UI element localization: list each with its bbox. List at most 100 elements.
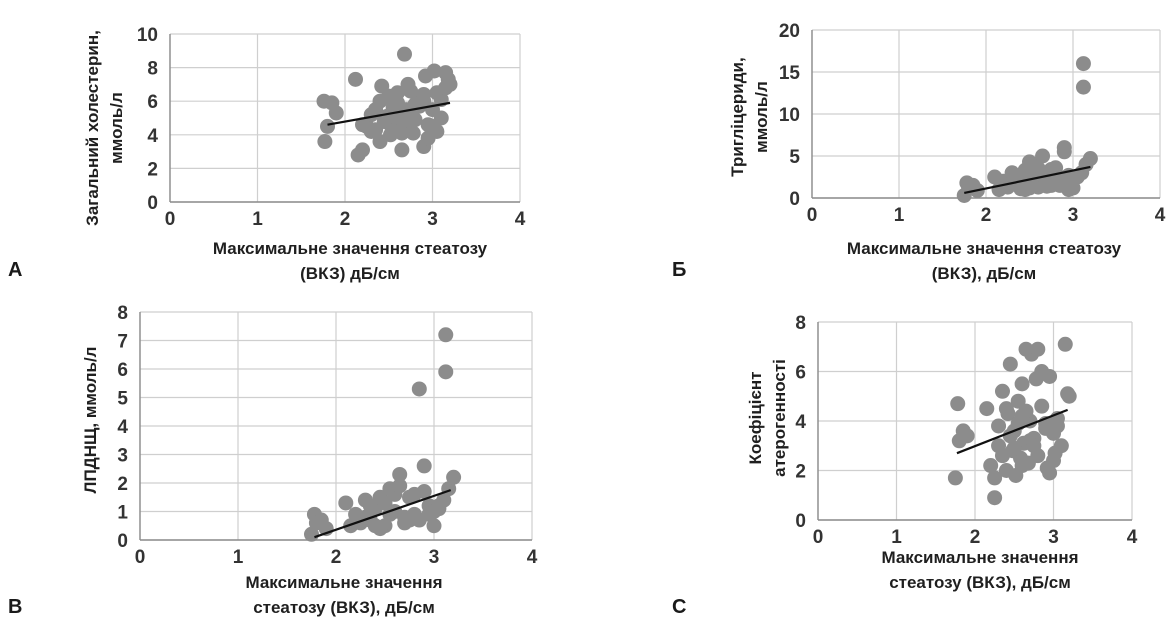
data-point (1002, 428, 1018, 444)
data-point (1042, 465, 1058, 481)
y-tick-label: 7 (117, 332, 128, 353)
y-tick-label: 4 (147, 126, 158, 147)
y-axis-title: ммоль/л (107, 92, 126, 164)
data-point (394, 125, 410, 141)
x-tick-label: 2 (331, 547, 342, 568)
trendline (314, 489, 452, 539)
data-point (320, 118, 335, 134)
x-axis-title: Максимальне значення стеатозу (213, 239, 488, 258)
data-point (1061, 388, 1077, 404)
y-tick-label: 8 (117, 303, 128, 324)
data-point (1053, 438, 1069, 454)
x-tick-label: 4 (527, 547, 538, 568)
y-tick-label: 20 (779, 21, 800, 42)
x-tick-label: 1 (891, 527, 902, 548)
y-tick-label: 0 (795, 511, 806, 532)
data-point (420, 130, 436, 146)
data-point (1030, 341, 1046, 357)
x-axis-title: стеатозу (ВКЗ), дБ/см (253, 598, 435, 617)
data-point (426, 63, 442, 79)
data-point (416, 93, 432, 109)
y-axis-title: Загальний холестерин, (83, 30, 102, 226)
y-axis-title: атерогенності (770, 359, 789, 477)
y-tick-label: 15 (779, 63, 801, 84)
x-tick-label: 1 (233, 547, 244, 568)
data-point (1034, 398, 1050, 414)
y-tick-label: 6 (795, 363, 806, 384)
data-point (338, 495, 354, 511)
data-point (1075, 56, 1091, 72)
data-point (416, 458, 432, 474)
x-tick-label: 0 (165, 209, 176, 230)
data-point (1038, 420, 1054, 436)
y-tick-label: 6 (147, 92, 158, 113)
data-point (316, 93, 332, 109)
data-point (987, 490, 1003, 506)
data-point (392, 466, 408, 482)
data-point (959, 428, 975, 444)
data-point (1035, 148, 1051, 164)
data-point (438, 327, 454, 343)
data-point (446, 469, 462, 485)
data-point (397, 46, 412, 62)
x-tick-label: 3 (427, 209, 438, 230)
y-tick-label: 8 (147, 59, 158, 80)
data-point (376, 113, 392, 129)
panel-label: Б (672, 259, 686, 281)
x-tick-label: 4 (1155, 205, 1166, 226)
data-point (372, 521, 388, 537)
x-tick-label: 2 (981, 205, 992, 226)
data-point (950, 396, 966, 412)
x-tick-label: 3 (1068, 205, 1079, 226)
data-point (1057, 336, 1073, 352)
x-axis-title: Максимальне значення (881, 548, 1078, 567)
data-point (1042, 368, 1058, 384)
y-tick-label: 2 (117, 474, 128, 495)
y-tick-label: 10 (137, 25, 158, 46)
data-point (1006, 440, 1022, 456)
x-axis-title: стеатозу (ВКЗ), дБ/см (889, 573, 1071, 592)
y-tick-label: 0 (117, 531, 128, 552)
trendline (327, 101, 451, 126)
data-point (1049, 418, 1065, 434)
data-point (348, 71, 363, 87)
x-tick-label: 0 (135, 547, 146, 568)
data-point (1002, 356, 1018, 372)
data-point (394, 142, 410, 158)
data-point (1014, 376, 1030, 392)
panel-label: А (8, 259, 22, 281)
data-point (994, 383, 1010, 399)
data-point (405, 125, 421, 141)
x-tick-label: 1 (894, 205, 905, 226)
data-point (328, 105, 344, 121)
y-axis-title: ммоль/л (752, 81, 771, 153)
data-point (983, 458, 999, 474)
data-point (994, 448, 1010, 464)
chart-panel-4: 0 2 4 6 8 0 1 2 3 4 Коефіцієнт атерогенності Максима… (672, 313, 1138, 618)
data-point (1026, 438, 1042, 454)
x-tick-label: 0 (813, 527, 824, 548)
data-point (991, 418, 1007, 434)
y-tick-label: 5 (117, 389, 128, 410)
x-tick-label: 4 (515, 209, 526, 230)
data-point (1061, 182, 1077, 198)
y-axis-title: ЛПДНЩ, ммоль/л (81, 347, 100, 494)
data-point (377, 495, 393, 511)
data-point (431, 498, 447, 514)
data-point (1048, 160, 1064, 176)
x-tick-label: 2 (340, 209, 351, 230)
data-point (426, 518, 442, 534)
x-tick-label: 2 (970, 527, 981, 548)
data-point (411, 381, 427, 397)
data-point (1035, 167, 1051, 183)
chart-panel-2: 0 5 10 15 20 0 1 2 3 4 Тригліцериди, ммоль/л Максима… (672, 21, 1166, 283)
data-point (1014, 458, 1030, 474)
x-tick-label: 3 (1048, 527, 1059, 548)
data-point (1022, 154, 1037, 170)
y-tick-label: 6 (117, 360, 128, 381)
data-point (1069, 168, 1085, 184)
y-tick-label: 3 (117, 446, 128, 467)
x-axis-title: (ВКЗ) дБ/см (300, 264, 400, 283)
data-point (1018, 403, 1034, 419)
